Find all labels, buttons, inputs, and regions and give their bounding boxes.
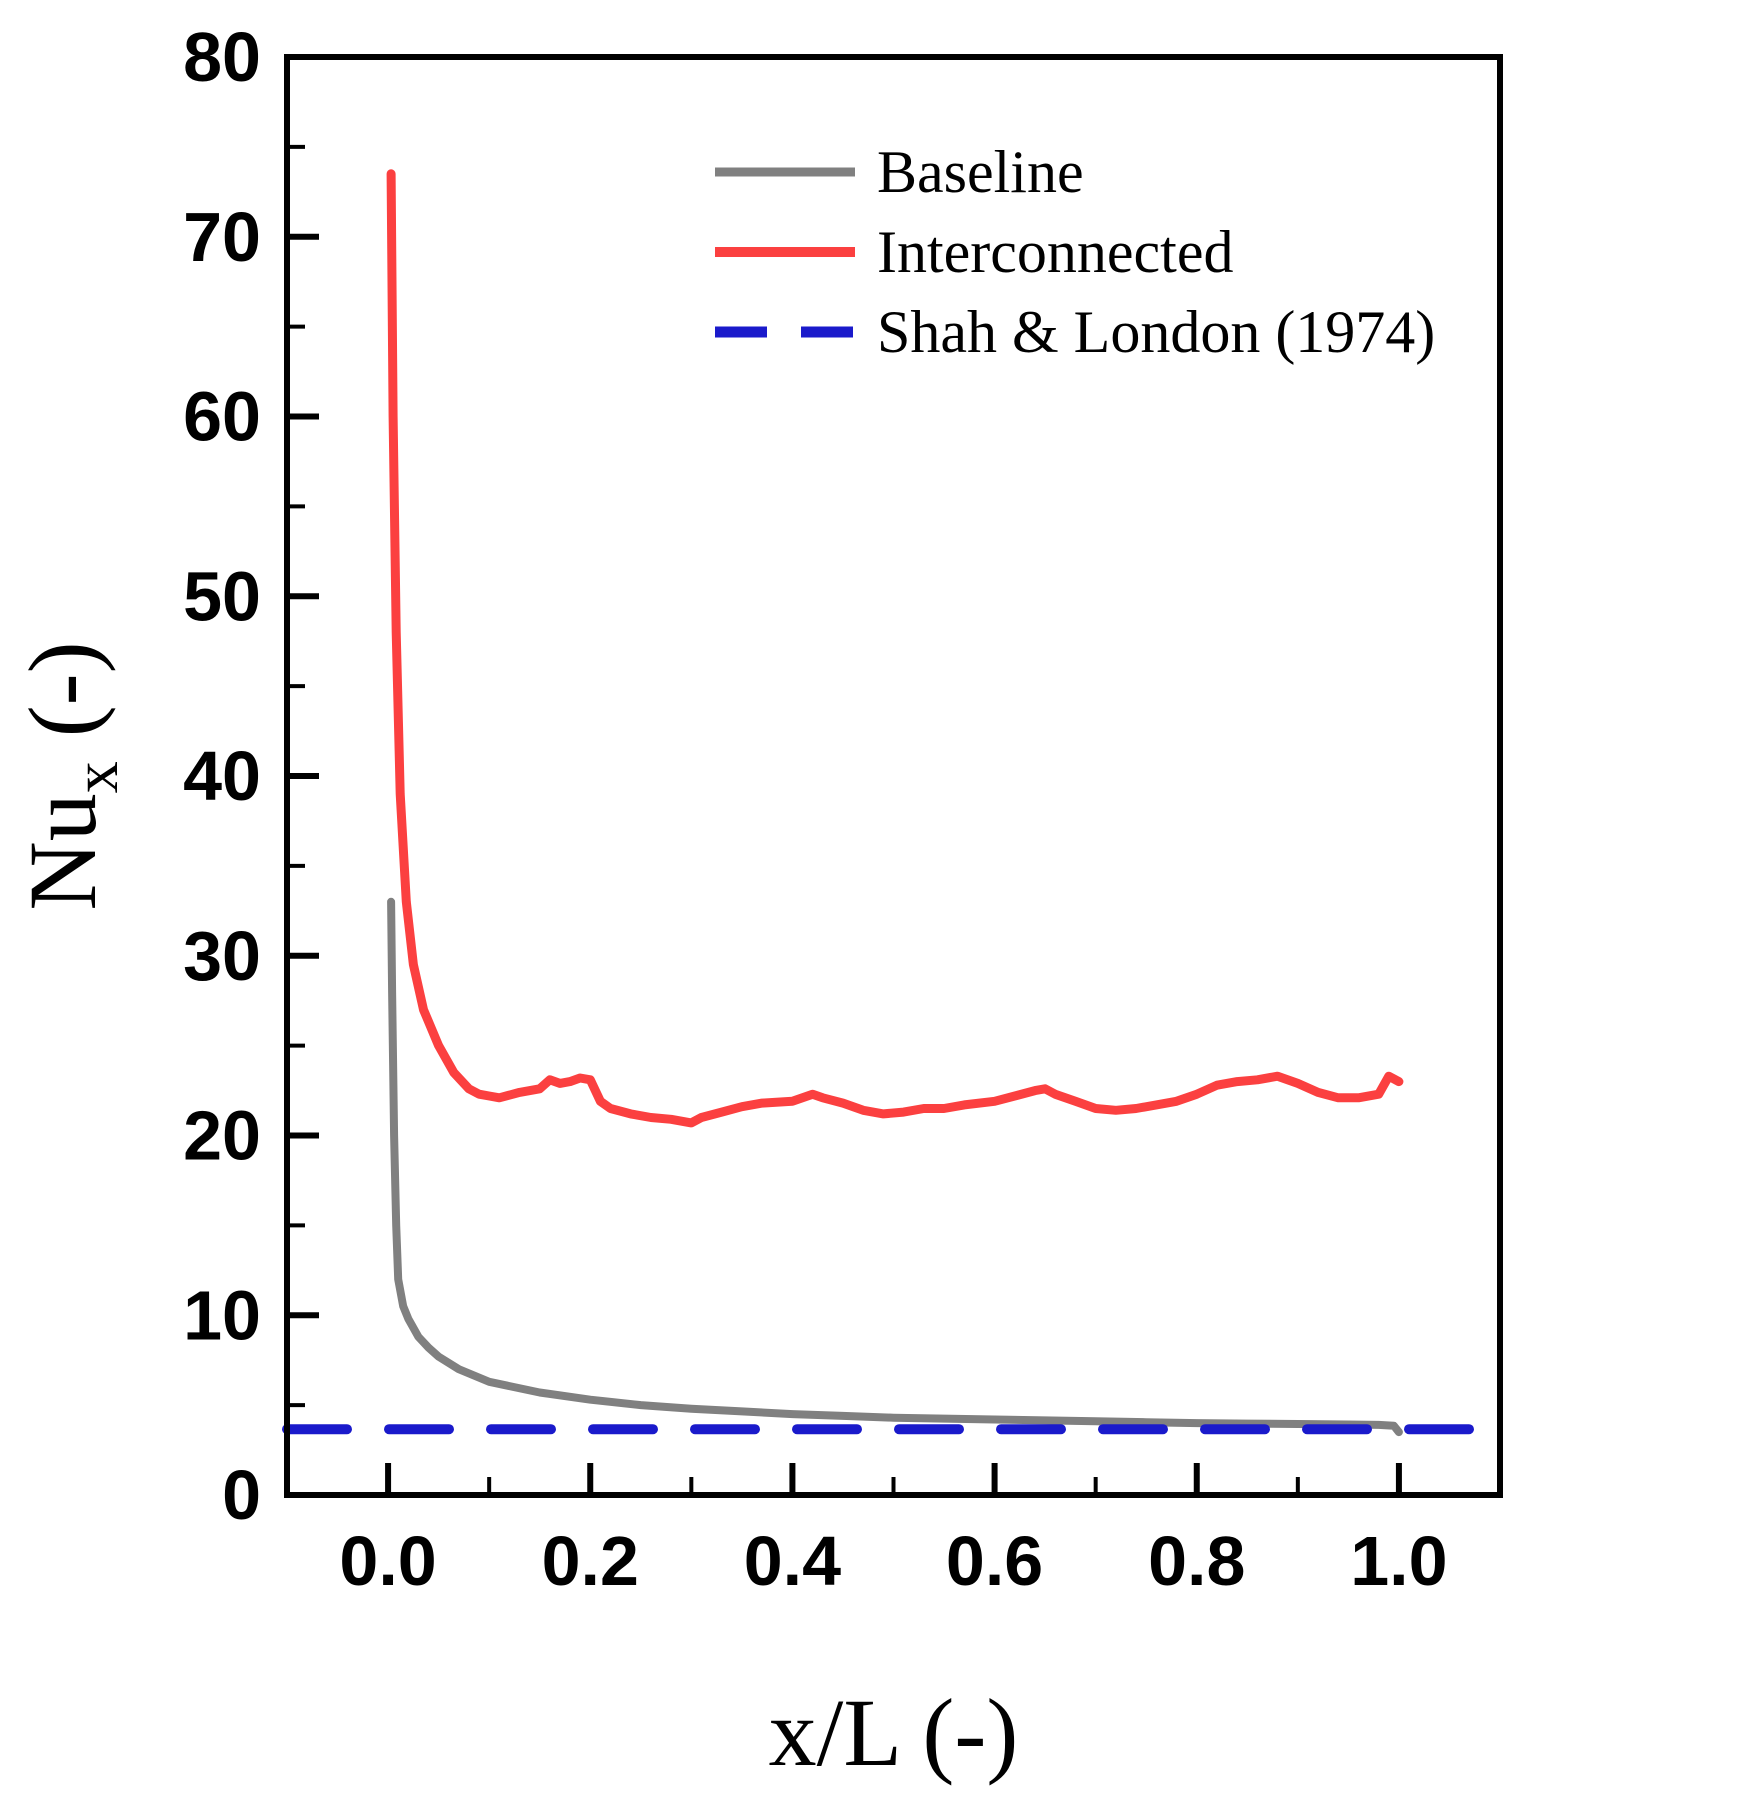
y-tick-label: 20: [183, 1097, 261, 1175]
series-line-interconnected: [386, 169, 1404, 1128]
tick-labels: 0 10 20 30 40 50 60 70 80 0.0 0.2 0.4 0.6 0.8 1.0: [183, 18, 1447, 1600]
y-tick-label: 50: [183, 557, 261, 635]
legend-label-shah-london-1974: Shah & London (1974): [877, 299, 1435, 365]
y-tick-label: 70: [183, 198, 261, 276]
y-tick-label: 60: [183, 378, 261, 456]
x-axis-label: x/L (-): [769, 1679, 1019, 1786]
x-tick-label: 1.0: [1350, 1522, 1447, 1600]
x-tick-label: 0.4: [744, 1522, 841, 1600]
legend-item-shah-london-1974: Shah & London (1974): [715, 299, 1435, 365]
y-tick-label: 30: [183, 917, 261, 995]
legend-item-interconnected: Interconnected: [715, 219, 1233, 285]
x-tick-label: 0.2: [542, 1522, 639, 1600]
y-tick-label: 40: [183, 737, 261, 815]
y-axis-label: Nux (-): [9, 641, 131, 910]
y-tick-label: 0: [222, 1456, 261, 1534]
x-tick-label: 0.6: [946, 1522, 1043, 1600]
y-tick-label: 80: [183, 18, 261, 96]
x-tick-label: 0.0: [339, 1522, 436, 1600]
legend-item-baseline: Baseline: [715, 139, 1084, 205]
y-tick-label: 10: [183, 1276, 261, 1354]
legend-label-baseline: Baseline: [877, 139, 1084, 205]
axis-ticks: [285, 54, 1502, 1498]
series-line-baseline: [387, 897, 1403, 1437]
x-tick-label: 0.8: [1148, 1522, 1245, 1600]
legend: Baseline Interconnected Shah & London (197…: [715, 139, 1435, 365]
series-group: [282, 169, 1505, 1437]
legend-label-interconnected: Interconnected: [877, 219, 1233, 285]
